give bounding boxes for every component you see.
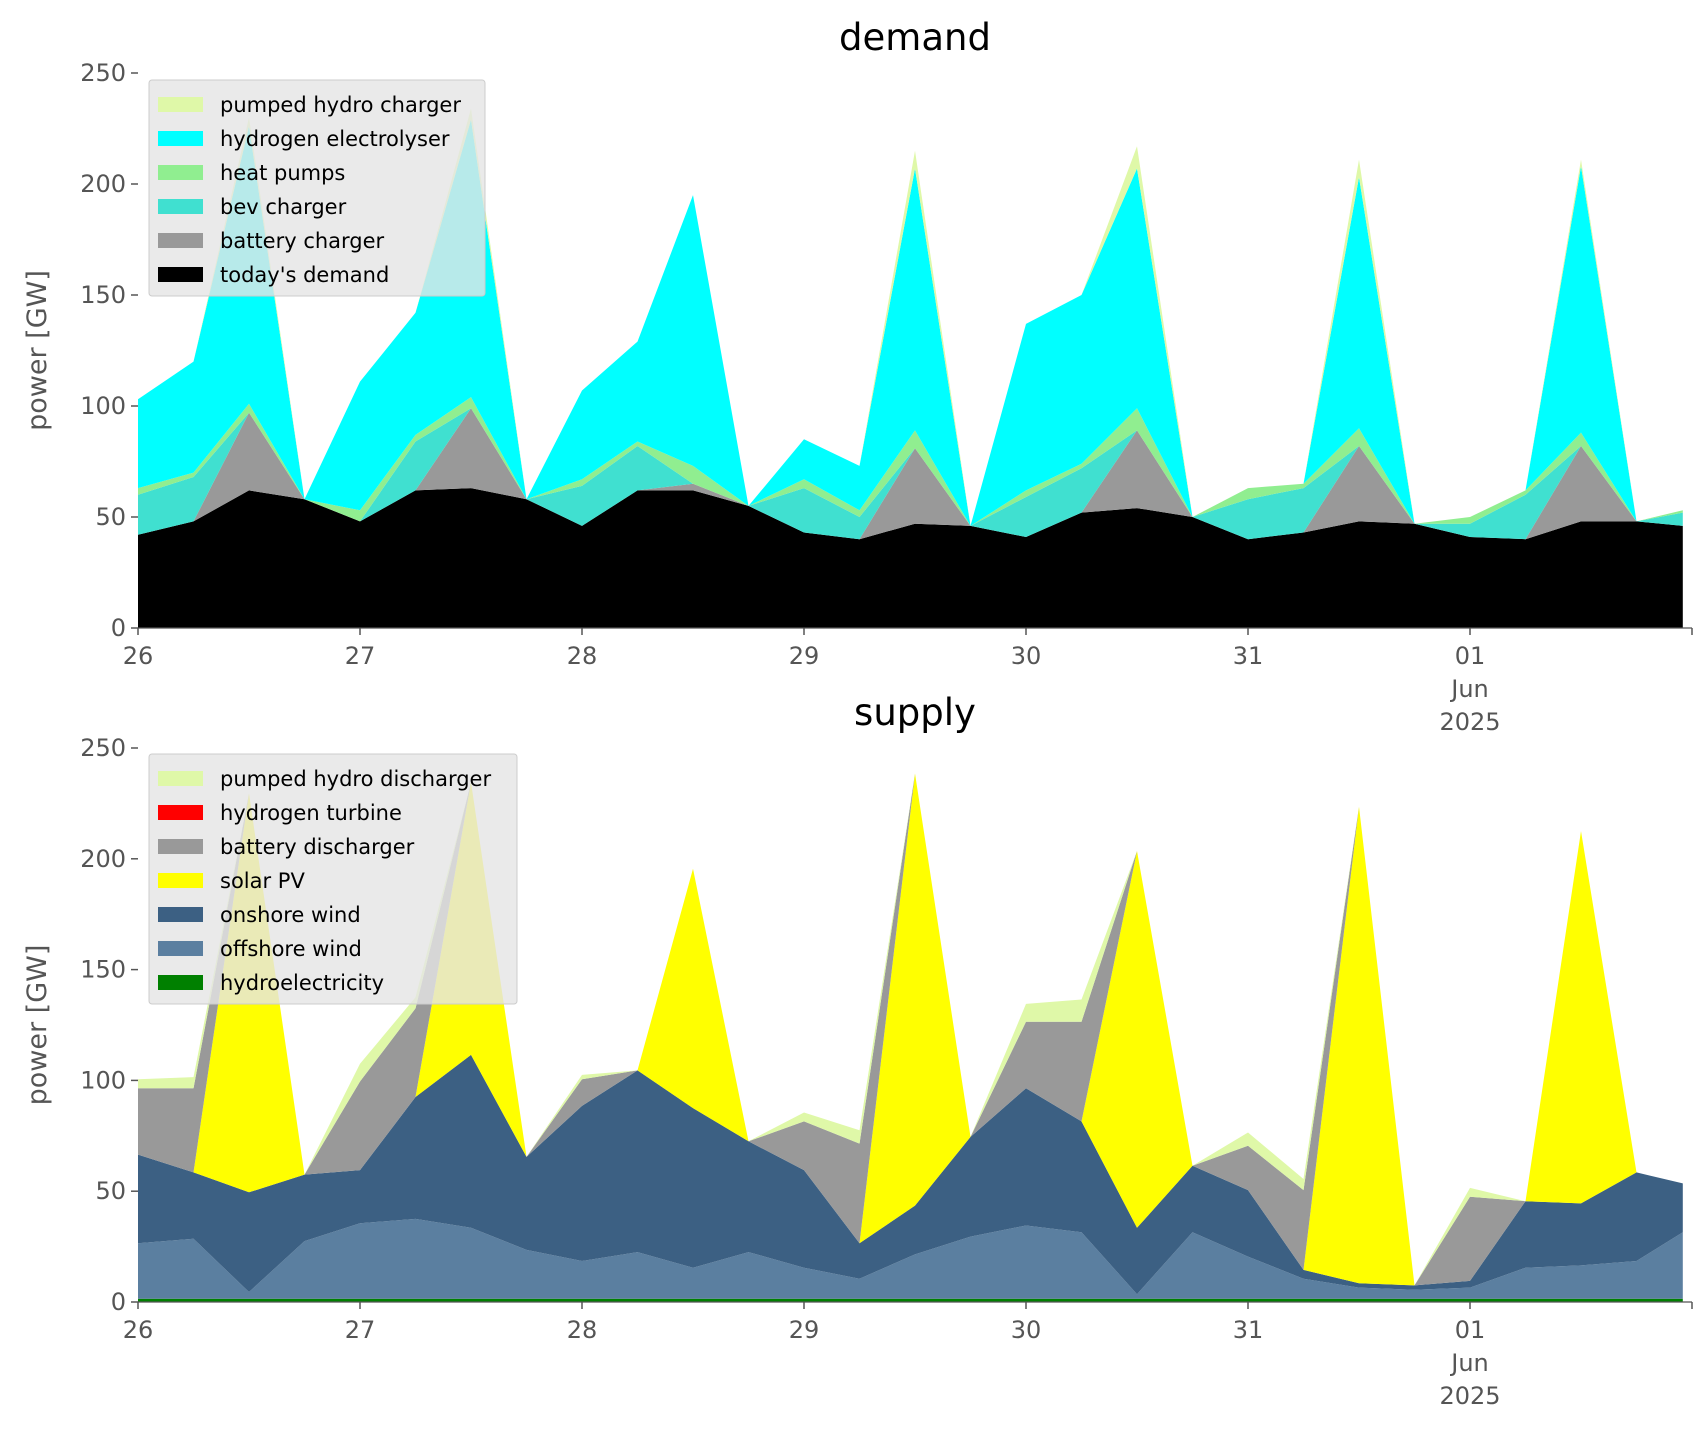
legend-label-hydroelectricity: hydroelectricity: [220, 971, 384, 995]
area-battery-charger: [138, 408, 1683, 540]
area-offshore-wind: [138, 1218, 1683, 1299]
chart-title: demand: [839, 16, 991, 59]
x-tick-label: 26: [123, 1316, 154, 1344]
area-layers: [138, 108, 1683, 628]
y-tick-label: 200: [80, 170, 126, 198]
area-today-s-demand: [138, 488, 1683, 628]
legend-swatch-onshore-wind: [158, 907, 203, 922]
legend-frame: [148, 753, 518, 1005]
x-tick-label: 28: [567, 1316, 598, 1344]
area-hydrogen-electrolyser: [138, 119, 1683, 526]
legend-swatch-pumped-hydro-charger: [158, 97, 203, 112]
chart-supply: supply power [GW] 0 50 100 150 200 250 26 27 28 29 3…: [22, 691, 1693, 1410]
legend-swatch-offshore-wind: [158, 941, 203, 956]
y-tick-label: 100: [80, 392, 126, 420]
y-tick-label: 100: [80, 1066, 126, 1094]
x-tick-label: 2025: [1439, 708, 1500, 736]
y-tick-label: 50: [95, 1177, 126, 1205]
legend-swatch-today-s-demand: [158, 267, 203, 282]
legend-swatch-battery-discharger: [158, 839, 203, 854]
y-tick-label: 250: [80, 59, 126, 87]
legend-label-onshore-wind: onshore wind: [220, 903, 361, 927]
legend-frame: [148, 79, 486, 297]
y-tick-label: 150: [80, 281, 126, 309]
y-tick-label: 200: [80, 845, 126, 873]
legend: pumped hydro charger hydrogen electrolyse…: [148, 79, 486, 297]
y-tick-label: 0: [111, 1288, 126, 1316]
legend-label-hydrogen-electrolyser: hydrogen electrolyser: [220, 127, 450, 151]
legend-swatch-solar-pv: [158, 873, 203, 888]
legend-swatch-heat-pumps: [158, 165, 203, 180]
y-axis-label: power [GW]: [22, 270, 53, 431]
legend-label-pumped-hydro-discharger: pumped hydro discharger: [220, 767, 491, 791]
x-tick-label: 31: [1233, 642, 1264, 670]
legend-swatch-hydrogen-turbine: [158, 805, 203, 820]
legend-label-solar-pv: solar PV: [220, 869, 305, 893]
legend-label-offshore-wind: offshore wind: [220, 937, 362, 961]
area-solar-pv: [138, 773, 1683, 1286]
x-tick-label: Jun: [1449, 1349, 1489, 1377]
y-tick-label: 250: [80, 734, 126, 762]
legend-label-battery-charger: battery charger: [220, 229, 385, 253]
y-tick-label: 0: [111, 614, 126, 642]
area-pumped-hydro-charger: [138, 108, 1683, 526]
legend: pumped hydro discharger hydrogen turbine b…: [148, 753, 518, 1005]
legend-label-hydrogen-turbine: hydrogen turbine: [220, 801, 402, 825]
y-axis-label: power [GW]: [22, 945, 53, 1106]
x-tick-label: 31: [1233, 1316, 1264, 1344]
legend-swatch-pumped-hydro-discharger: [158, 771, 203, 786]
chart-demand: demand power [GW] 0 50 100 150 200 250 26 27 28 29 3…: [22, 16, 1693, 736]
x-tick-label: 29: [789, 1316, 820, 1344]
x-tick-label: 30: [1011, 642, 1042, 670]
area-hydroelectricity: [138, 1298, 1683, 1302]
legend-label-today-s-demand: today's demand: [220, 263, 389, 287]
area-bev-charger: [138, 408, 1683, 540]
area-onshore-wind: [138, 1054, 1683, 1295]
legend-label-battery-discharger: battery discharger: [220, 835, 415, 859]
area-layers: [138, 773, 1683, 1302]
area-heat-pumps: [138, 397, 1683, 526]
y-tick-label: 50: [95, 503, 126, 531]
x-tick-label: 29: [789, 642, 820, 670]
x-tick-label: Jun: [1449, 675, 1489, 703]
chart-title: supply: [854, 691, 976, 734]
y-tick-label: 150: [80, 956, 126, 984]
legend-swatch-hydroelectricity: [158, 975, 203, 990]
x-tick-label: 01: [1455, 1316, 1486, 1344]
x-tick-label: 30: [1011, 1316, 1042, 1344]
x-tick-label: 01: [1455, 642, 1486, 670]
x-tick-label: 2025: [1439, 1382, 1500, 1410]
x-tick-label: 26: [123, 642, 154, 670]
legend-swatch-battery-charger: [158, 233, 203, 248]
legend-swatch-hydrogen-electrolyser: [158, 131, 203, 146]
legend-label-heat-pumps: heat pumps: [220, 161, 345, 185]
legend-label-pumped-hydro-charger: pumped hydro charger: [220, 93, 461, 117]
x-tick-label: 28: [567, 642, 598, 670]
x-tick-label: 27: [345, 642, 376, 670]
legend-swatch-bev-charger: [158, 199, 203, 214]
x-tick-label: 27: [345, 1316, 376, 1344]
legend-label-bev-charger: bev charger: [220, 195, 347, 219]
